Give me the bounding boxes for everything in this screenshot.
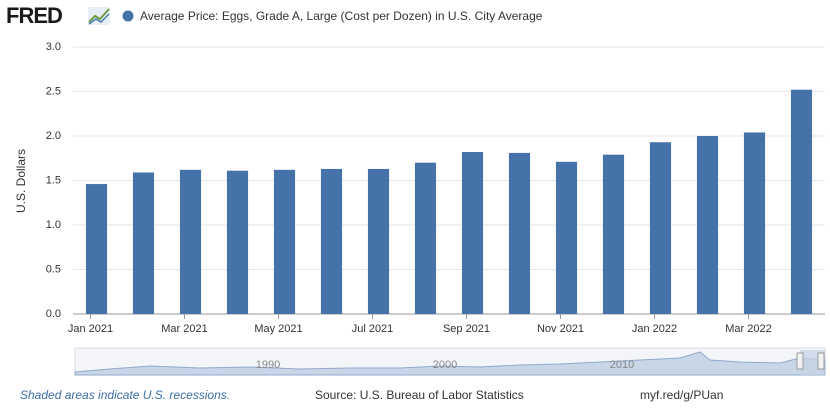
bar bbox=[649, 142, 672, 314]
bar bbox=[132, 172, 155, 314]
y-tick-label: 3.0 bbox=[46, 41, 61, 53]
y-axis-label: U.S. Dollars bbox=[14, 149, 28, 213]
source: Source: U.S. Bureau of Labor Statistics bbox=[315, 388, 524, 402]
plot-area: 0.0 0.5 1.0 1.5 2.0 2.5 3.0 Jan 2021 Mar 2021 May… bbox=[46, 41, 825, 335]
bar bbox=[461, 152, 484, 314]
x-tick-label: Sep 2021 bbox=[443, 323, 490, 335]
y-tick-label: 1.0 bbox=[46, 219, 61, 231]
y-tick-label: 1.5 bbox=[46, 174, 61, 186]
bar bbox=[696, 136, 719, 314]
bar bbox=[790, 89, 813, 314]
bar bbox=[508, 152, 531, 314]
bar bbox=[414, 162, 437, 314]
recession-note: Shaded areas indicate U.S. recessions. bbox=[20, 388, 230, 402]
legend-marker bbox=[122, 10, 134, 22]
logo: FRED bbox=[6, 3, 62, 28]
legend-label: Average Price: Eggs, Grade A, Large (Cos… bbox=[140, 9, 543, 23]
bar bbox=[367, 168, 390, 314]
y-tick-label: 2.0 bbox=[46, 130, 61, 142]
y-tick-label: 0.0 bbox=[46, 308, 61, 320]
bar bbox=[273, 169, 296, 314]
bar bbox=[179, 169, 202, 314]
bar bbox=[555, 161, 578, 314]
x-tick-label: Jul 2021 bbox=[352, 323, 394, 335]
y-tick-label: 0.5 bbox=[46, 263, 61, 275]
x-tick-label: Jan 2022 bbox=[632, 323, 677, 335]
bar bbox=[85, 184, 108, 314]
navigator bbox=[74, 347, 826, 376]
logo-icon bbox=[88, 7, 110, 25]
bar bbox=[226, 170, 249, 314]
bar bbox=[743, 132, 766, 314]
x-tick-label: May 2021 bbox=[254, 323, 302, 335]
navigator-label: 2000 bbox=[433, 359, 457, 371]
navigator-label: 1990 bbox=[256, 359, 280, 371]
x-tick-label: Nov 2021 bbox=[537, 323, 584, 335]
x-tick-label: Jan 2021 bbox=[68, 323, 113, 335]
x-tick-label: Mar 2022 bbox=[725, 323, 771, 335]
navigator-label: 2010 bbox=[610, 359, 634, 371]
bar bbox=[602, 154, 625, 314]
link[interactable]: myf.red/g/PUan bbox=[640, 388, 723, 402]
y-tick-label: 2.5 bbox=[46, 85, 61, 97]
bar bbox=[320, 168, 343, 314]
x-tick-label: Mar 2021 bbox=[161, 323, 207, 335]
